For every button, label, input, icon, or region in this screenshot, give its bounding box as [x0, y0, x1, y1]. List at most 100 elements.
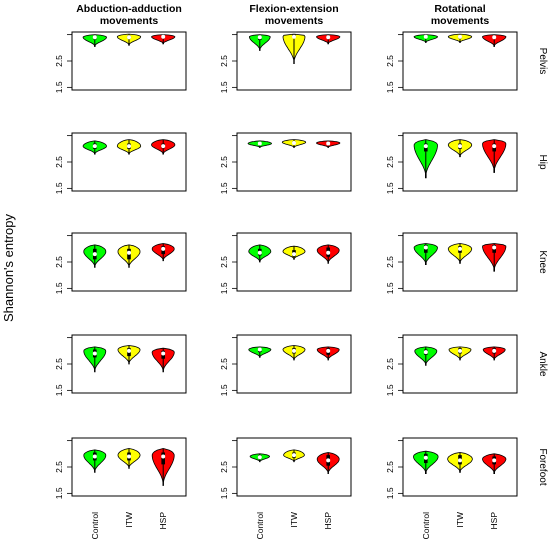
- y-tick-label: 1.5: [219, 282, 229, 294]
- violin-median: [161, 351, 166, 356]
- y-tick-label: 1.5: [385, 182, 395, 194]
- y-tick-label: 2.5: [385, 461, 395, 473]
- y-tick-label: 2.5: [54, 461, 64, 473]
- violin-control: [82, 34, 107, 47]
- category-label-itw: ITW: [124, 512, 134, 528]
- violin-itw: [447, 452, 473, 473]
- column-title-rotational-movements: Rotational movements: [431, 3, 490, 27]
- panel-pelvis-rotational-movements: 1.5 2.5: [385, 31, 518, 93]
- category-label-control: Control: [255, 512, 265, 540]
- violin-hsp: [151, 448, 175, 486]
- violin-median: [92, 144, 97, 149]
- y-tick-label: 1.5: [54, 182, 64, 194]
- violin-itw: [447, 139, 473, 158]
- y-tick-label: 2.5: [54, 55, 64, 67]
- category-label-control: Control: [421, 512, 431, 540]
- panel-frame: [236, 334, 352, 394]
- violin-hsp: [151, 139, 176, 155]
- row-label-ankle: Ankle: [537, 351, 548, 376]
- violin-control: [83, 449, 107, 473]
- violin-hsp: [482, 453, 507, 474]
- violin-median: [458, 458, 462, 463]
- y-tick-label: 1.5: [54, 81, 64, 93]
- violin-median: [492, 458, 497, 463]
- violin-itw: [117, 345, 141, 365]
- panel-knee-flexion-extension-movements: 1.5 2.5: [219, 232, 352, 294]
- violin-median: [127, 35, 131, 40]
- panel-frame: [402, 334, 518, 394]
- row-label-knee: Knee: [537, 250, 548, 274]
- panel-frame: [71, 437, 187, 497]
- y-tick-label: 1.5: [219, 384, 229, 396]
- column-title-flexion-extension-movements: Flexion-extension movements: [249, 3, 338, 27]
- category-label-hsp: HSP: [158, 512, 168, 530]
- violin-median: [292, 141, 296, 146]
- violin-hsp: [316, 244, 340, 264]
- violin-median: [492, 144, 497, 149]
- violin-control: [414, 346, 438, 366]
- violin-itw: [447, 243, 473, 264]
- violin-hsp: [482, 346, 506, 361]
- violin-control: [413, 139, 438, 179]
- violin-hsp: [316, 140, 341, 148]
- violin-itw: [117, 244, 141, 268]
- violin-median: [458, 246, 462, 251]
- y-tick-label: 1.5: [54, 282, 64, 294]
- violin-median: [492, 348, 497, 353]
- violin-median: [92, 35, 97, 40]
- violin-median: [92, 454, 97, 459]
- violin-median: [292, 348, 296, 353]
- violin-hsp: [482, 139, 507, 173]
- violin-median: [161, 246, 166, 251]
- violin-itw: [282, 33, 306, 64]
- violin-itw: [281, 139, 307, 148]
- violin-median: [127, 454, 131, 459]
- panel-frame: [71, 334, 187, 394]
- column-title-abduction-adduction-movements: Abduction-adduction movements: [76, 3, 182, 27]
- violin-median: [92, 252, 97, 257]
- violin-itw: [282, 245, 306, 260]
- y-tick-label: 2.5: [219, 461, 229, 473]
- panel-frame: [236, 132, 352, 192]
- panel-forefoot-abduction-adduction-movements: 1.5 2.5: [54, 437, 187, 499]
- violin-hsp: [482, 243, 507, 272]
- category-label-itw: ITW: [455, 512, 465, 528]
- violin-control: [413, 34, 438, 43]
- y-tick-label: 2.5: [54, 256, 64, 268]
- violin-median: [423, 34, 428, 39]
- panel-frame: [71, 232, 187, 292]
- violin-median: [161, 34, 166, 39]
- y-tick-label: 1.5: [54, 487, 64, 499]
- panel-knee-abduction-adduction-movements: 1.5 2.5: [54, 232, 187, 294]
- violin-control: [249, 453, 271, 463]
- violin-control: [249, 34, 271, 51]
- category-labels: Control ITW HSP Control ITW HSP Control ITW HSP: [90, 512, 499, 540]
- violin-median: [423, 245, 428, 250]
- y-tick-label: 1.5: [385, 282, 395, 294]
- category-label-control: Control: [90, 512, 100, 540]
- category-label-hsp: HSP: [489, 512, 499, 530]
- violin-itw: [447, 33, 473, 43]
- panel-hip-flexion-extension-movements: 1.5 2.5: [219, 132, 352, 194]
- violin-control: [247, 140, 272, 148]
- violin-median: [292, 252, 296, 257]
- violin-median: [161, 454, 166, 459]
- violin-control: [248, 346, 272, 358]
- violin-median: [458, 348, 462, 353]
- y-tick-label: 1.5: [385, 81, 395, 93]
- y-axis-label: Shannon's entropy: [1, 214, 16, 323]
- violin-median: [127, 144, 131, 149]
- panel-frame: [236, 437, 352, 497]
- panel-hip-rotational-movements: 1.5 2.5: [385, 132, 518, 194]
- violin-hsp: [151, 243, 175, 262]
- violin-median: [127, 348, 131, 353]
- row-labels: Pelvis Hip Knee Ankle Forefoot: [537, 48, 548, 486]
- violin-median: [257, 250, 262, 255]
- column-titles: Abduction-adduction movements Flexion-exte…: [76, 3, 489, 27]
- y-tick-label: 1.5: [385, 487, 395, 499]
- violin-median: [257, 35, 262, 40]
- category-label-hsp: HSP: [323, 512, 333, 530]
- panel-frame: [236, 31, 352, 91]
- violin-hsp: [316, 452, 340, 474]
